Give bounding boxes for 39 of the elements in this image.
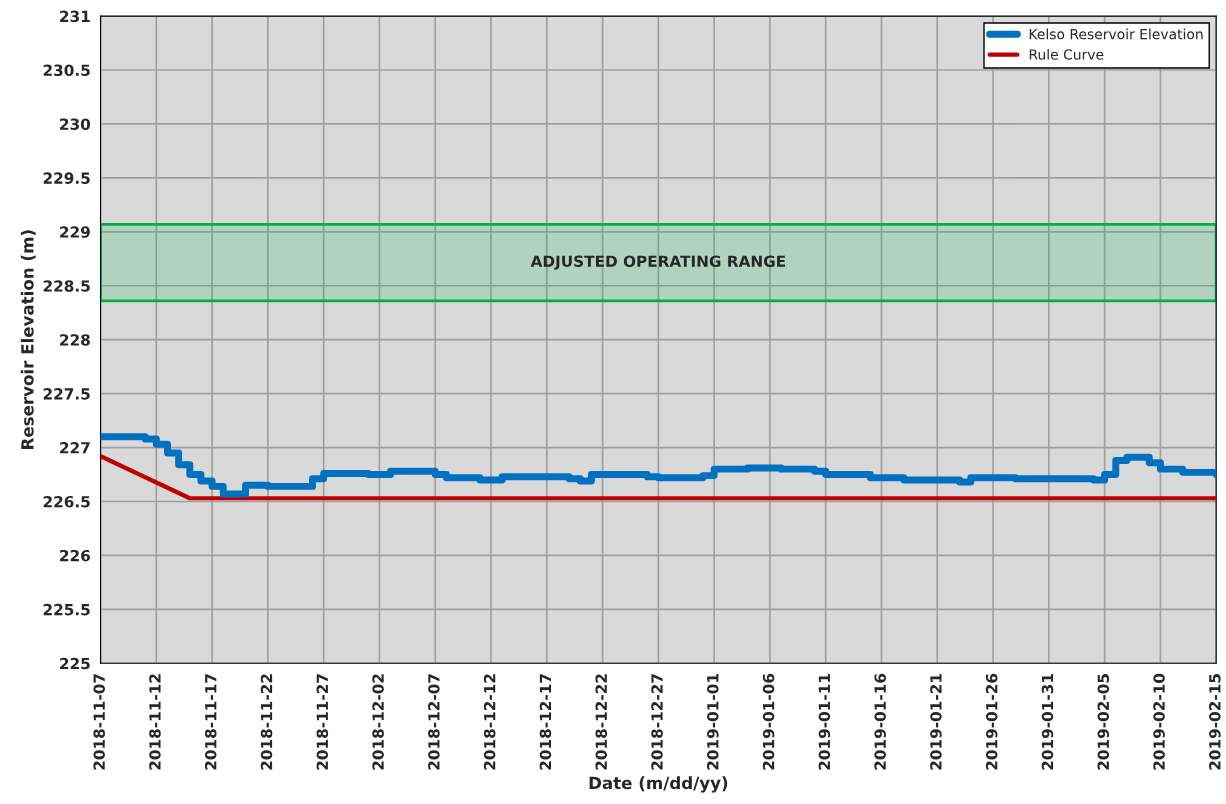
x-tick-label: 2019-02-15: [1209, 674, 1221, 770]
y-tick-label: 225: [60, 657, 90, 670]
x-tick-label: 2018-11-22: [260, 674, 273, 770]
y-tick-label: 229.5: [43, 172, 90, 184]
x-tick-label: 2019-02-05: [1097, 674, 1110, 770]
y-tick-label: 227.5: [43, 388, 90, 400]
x-tick-label: 2019-01-21: [930, 674, 942, 770]
y-tick-label: 225.5: [43, 603, 90, 616]
y-tick-label: 229: [60, 226, 90, 238]
y-tick-label: 227: [60, 442, 90, 454]
y-tick-label: 230: [60, 118, 91, 130]
y-tick-label: 228: [60, 334, 90, 346]
x-tick-label: 2019-02-10: [1153, 673, 1165, 770]
x-tick-label: 2018-12-22: [595, 674, 608, 770]
y-tick-label: 231: [60, 10, 90, 23]
x-tick-label: 2019-01-26: [985, 673, 998, 770]
legend-label: Kelso Reservoir Elevation: [1029, 28, 1203, 40]
x-tick-label: 2019-01-16: [874, 673, 886, 770]
x-tick-label: 2018-11-27: [316, 674, 329, 770]
x-tick-label: 2018-12-27: [651, 674, 663, 770]
x-tick-label: 2018-12-12: [483, 674, 496, 770]
x-tick-label: 2019-01-06: [762, 673, 775, 770]
x-tick-label: 2018-11-07: [93, 674, 105, 770]
x-tick-label: 2018-12-02: [372, 674, 384, 770]
x-tick-label: 2019-01-11: [818, 674, 831, 770]
y-tick-label: 230.5: [43, 64, 90, 77]
band-label: ADJUSTED OPERATING RANGE: [530, 255, 786, 270]
x-tick-label: 2018-11-12: [149, 674, 161, 770]
y-tick-label: 226.5: [43, 495, 90, 508]
x-tick-label: 2018-12-17: [539, 674, 552, 770]
x-tick-label: 2019-01-01: [707, 674, 719, 770]
legend-label: Rule Curve: [1029, 48, 1104, 60]
y-tick-label: 226: [60, 549, 90, 562]
x-tick-label: 2018-12-07: [428, 674, 440, 770]
y-axis-title: Reservoir Elevation (m): [20, 230, 36, 449]
x-axis-title: Date (m/dd/yy): [589, 776, 728, 793]
x-tick-label: 2019-01-31: [1041, 674, 1054, 770]
x-tick-label: 2018-11-17: [204, 674, 217, 770]
y-tick-label: 228.5: [43, 280, 90, 292]
